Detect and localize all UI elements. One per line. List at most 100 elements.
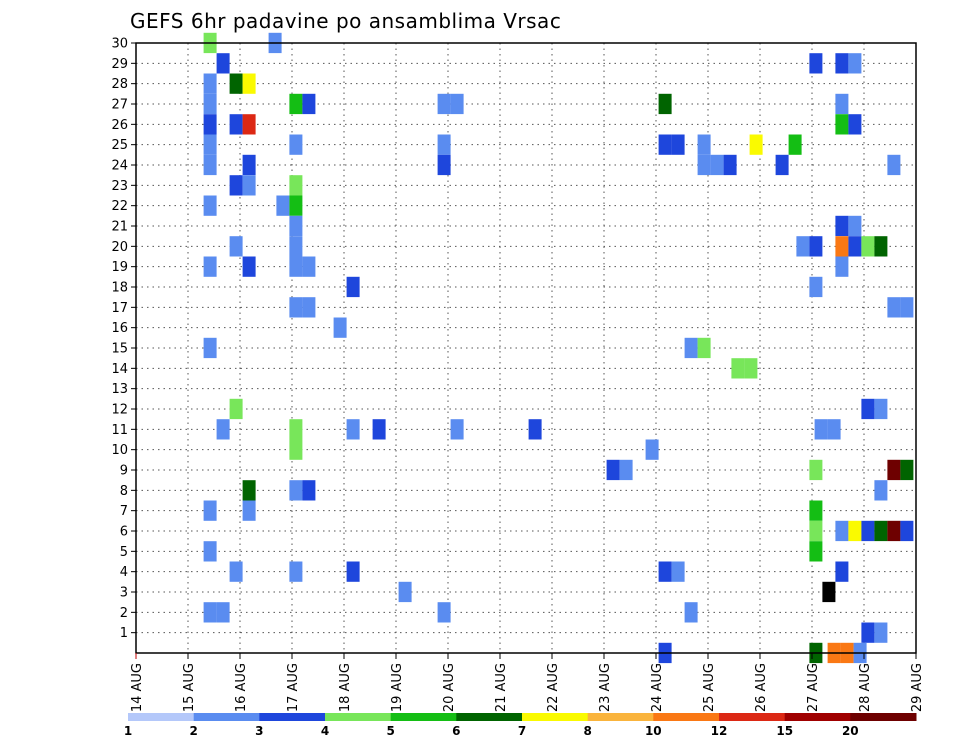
ensemble-cell [289, 215, 303, 237]
ensemble-cell [229, 114, 243, 135]
y-tick-label: 17 [111, 301, 128, 316]
ensemble-cell [835, 93, 849, 115]
ensemble-cell [887, 154, 901, 176]
ensemble-cell [848, 53, 862, 74]
y-tick-label: 3 [120, 586, 128, 601]
ensemble-cell [203, 337, 217, 359]
ensemble-cell [749, 134, 763, 155]
colorbar-label: 2 [190, 724, 198, 738]
colorbar-label: 8 [584, 724, 592, 738]
y-tick-label: 13 [111, 382, 128, 397]
ensemble-cell [809, 276, 823, 298]
ensemble-cell [528, 419, 542, 440]
ensemble-cell [775, 154, 789, 176]
ensemble-cell [346, 419, 360, 440]
x-tick-label: 19 AUG [390, 663, 405, 712]
ensemble-cell [437, 602, 451, 623]
colorbar-segment [587, 713, 654, 721]
colorbar-label: 5 [387, 724, 395, 738]
x-tick-label: 24 AUG [650, 663, 665, 712]
ensemble-cell [861, 236, 875, 257]
x-tick-label: 26 AUG [754, 663, 769, 712]
ensemble-cell [723, 154, 737, 176]
ensemble-cell [289, 561, 303, 582]
ensemble-cell [874, 622, 888, 643]
ensemble-cell [710, 154, 724, 176]
y-tick-label: 8 [120, 484, 128, 499]
ensemble-cell [437, 93, 451, 115]
ensemble-cell [203, 154, 217, 176]
y-tick-label: 12 [111, 403, 128, 418]
ensemble-cell [203, 256, 217, 277]
ensemble-cell [697, 337, 711, 359]
x-tick-label: 18 AUG [338, 663, 353, 712]
y-tick-label: 16 [111, 321, 128, 336]
ensemble-cell [619, 459, 633, 481]
ensemble-cell [242, 73, 256, 94]
x-tick-label: 29 AUG [910, 663, 925, 712]
x-axis-ticks: 14 AUG 15 AUG 16 AUG 17 AUG 18 AUG 19 AUG 20 A… [130, 653, 925, 712]
ensemble-cell [302, 93, 316, 115]
y-tick-label: 27 [111, 98, 128, 113]
ensemble-cell [216, 602, 230, 623]
ensemble-cell [216, 53, 230, 74]
colorbar-segment [719, 713, 786, 721]
colorbar: 1 2 3 4 5 6 7 8 10 12 15 20 [124, 713, 917, 738]
ensemble-cell [684, 602, 698, 623]
ensemble-cell [809, 236, 823, 257]
ensemble-cell [398, 581, 412, 603]
ensemble-cell [835, 215, 849, 237]
ensemble-cell [835, 561, 849, 582]
ensemble-cell [827, 419, 841, 440]
y-tick-label: 26 [111, 118, 128, 133]
ensemble-cell [671, 134, 685, 155]
colorbar-segment [850, 713, 917, 721]
ensemble-cell [861, 622, 875, 643]
colorbar-label: 1 [124, 724, 132, 738]
ensemble-cell [229, 175, 243, 196]
ensemble-cell [835, 520, 849, 542]
ensemble-cell [289, 93, 303, 115]
y-tick-label: 18 [111, 281, 128, 296]
ensemble-cell [229, 73, 243, 94]
ensemble-cell [302, 256, 316, 277]
grid-lines [136, 43, 916, 653]
ensemble-cell [242, 256, 256, 277]
ensemble-cell [835, 114, 849, 135]
y-tick-label: 28 [111, 77, 128, 92]
ensemble-cell [848, 215, 862, 237]
colorbar-segment [456, 713, 523, 721]
x-tick-label: 22 AUG [546, 663, 561, 712]
ensemble-cell [900, 520, 914, 542]
ensemble-cell [887, 297, 901, 318]
ensemble-cell [900, 459, 914, 481]
colorbar-label: 7 [518, 724, 526, 738]
ensemble-cell [606, 459, 620, 481]
y-axis-ticks: 1234567891011121314151617181920212223242… [111, 37, 136, 641]
colorbar-label: 4 [321, 724, 329, 738]
ensemble-cell [289, 256, 303, 277]
ensemble-cell [289, 195, 303, 216]
ensemble-cell [731, 358, 745, 379]
ensemble-cell [835, 256, 849, 277]
ensemble-cell [809, 459, 823, 481]
ensemble-cell [203, 134, 217, 155]
y-tick-label: 22 [111, 199, 128, 214]
y-tick-label: 29 [111, 57, 128, 72]
ensemble-cell [822, 581, 836, 603]
ensemble-cell [788, 134, 802, 155]
colorbar-segment [653, 713, 720, 721]
colorbar-segment [325, 713, 392, 721]
y-tick-label: 24 [111, 159, 128, 174]
y-tick-label: 9 [120, 464, 128, 479]
x-tick-label: 21 AUG [494, 663, 509, 712]
ensemble-cell [203, 602, 217, 623]
ensemble-cell [346, 276, 360, 298]
chart-title: GEFS 6hr padavine po ansamblima Vrsac [130, 9, 561, 33]
ensemble-cell [302, 480, 316, 501]
y-tick-label: 2 [120, 606, 128, 621]
ensemble-cell [203, 114, 217, 135]
colorbar-segment [259, 713, 326, 721]
